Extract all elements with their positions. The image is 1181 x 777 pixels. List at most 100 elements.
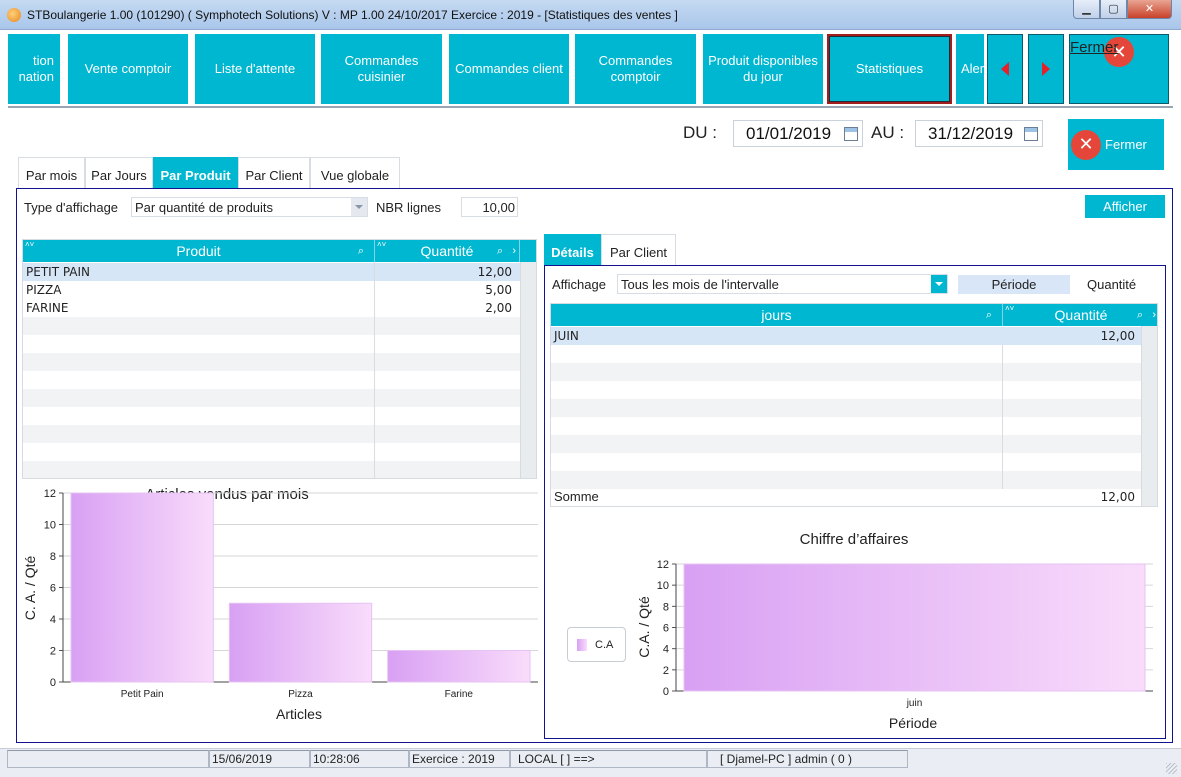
window-title: STBoulangerie 1.00 (101290) ( Symphotech… bbox=[27, 8, 678, 22]
empty-row bbox=[23, 371, 520, 389]
table-row[interactable]: PIZZA 5,00 bbox=[23, 281, 520, 299]
y-tick-label: 10 bbox=[657, 580, 669, 592]
chart-title: Chiffre d’affaires bbox=[800, 531, 909, 548]
y-axis-label: C.A. / Qté bbox=[636, 596, 652, 658]
empty-row bbox=[23, 425, 520, 443]
du-label: DU : bbox=[683, 123, 717, 142]
status-user: [ Djamel-PC ] admin ( 0 ) bbox=[707, 750, 908, 768]
toolbar-item-statistiques[interactable]: Statistiques bbox=[827, 34, 952, 104]
table-row[interactable]: FARINE 2,00 bbox=[23, 299, 520, 317]
nbr-lignes-label: NBR lignes bbox=[376, 200, 442, 215]
cell-produit: PIZZA bbox=[26, 283, 62, 297]
au-label: AU : bbox=[871, 123, 905, 142]
date-from-input[interactable]: 01/01/2019 bbox=[733, 120, 863, 147]
toolbar-item-liste-attente[interactable]: Liste d'attente bbox=[195, 34, 315, 104]
y-tick-label: 6 bbox=[50, 583, 56, 595]
type-affichage-label: Type d'affichage bbox=[24, 200, 119, 215]
column-header-jours[interactable]: jours ⌕ bbox=[551, 304, 1003, 326]
type-affichage-value: Par quantité de produits bbox=[135, 200, 274, 215]
column-header-label: Quantité bbox=[420, 243, 474, 259]
close-window-button[interactable]: ✕ bbox=[1127, 0, 1172, 19]
quantite-label: Quantité bbox=[1087, 277, 1137, 292]
status-local: LOCAL [ ] ==> bbox=[510, 750, 707, 768]
column-header-quantite[interactable]: ˄˅ Quantité ⌕ › bbox=[1003, 304, 1157, 326]
toolbar-item-commandes-client[interactable]: Commandes client bbox=[449, 34, 569, 104]
x-tick-label: Farine bbox=[445, 689, 474, 700]
type-affichage-select[interactable]: Par quantité de produits bbox=[131, 197, 368, 217]
toolbar-item-commandes-cuisinier[interactable]: Commandes cuisinier bbox=[321, 34, 442, 104]
vertical-scrollbar[interactable] bbox=[1141, 326, 1157, 506]
close-icon: ✕ bbox=[1104, 37, 1134, 67]
empty-row bbox=[551, 417, 1141, 435]
close-icon: ✕ bbox=[1071, 129, 1101, 160]
affichage-select[interactable]: Tous les mois de l'intervalle bbox=[617, 274, 948, 294]
vertical-scrollbar[interactable] bbox=[520, 262, 536, 478]
column-divider bbox=[1002, 345, 1003, 489]
legend-label: C.A bbox=[595, 638, 614, 651]
table-row[interactable]: JUIN 12,00 bbox=[551, 327, 1141, 345]
fermer-button[interactable]: ✕ Fermer bbox=[1068, 119, 1164, 170]
tab-par-produit[interactable]: Par Produit bbox=[153, 157, 238, 188]
search-icon[interactable]: ⌕ bbox=[357, 244, 364, 257]
y-tick-label: 6 bbox=[663, 623, 669, 635]
status-date: 15/06/2019 bbox=[209, 750, 310, 768]
toolbar-item-produits-disponibles[interactable]: Produit disponibles du jour bbox=[703, 34, 823, 104]
x-axis-label: Articles bbox=[276, 706, 322, 722]
tab-par-client[interactable]: Par Client bbox=[238, 157, 310, 188]
empty-row bbox=[23, 317, 520, 335]
toolbar-item-gestion[interactable]: tion nation bbox=[8, 34, 60, 104]
chevron-right-icon: › bbox=[1152, 309, 1156, 321]
periode-button[interactable]: Période bbox=[958, 275, 1070, 294]
cell-quantite: 2,00 bbox=[485, 301, 512, 315]
column-header-produit[interactable]: ˄˅ Produit ⌕ bbox=[23, 240, 375, 262]
search-icon[interactable]: ⌕ bbox=[496, 244, 503, 257]
empty-row bbox=[551, 345, 1141, 363]
empty-row bbox=[23, 353, 520, 371]
resize-grip-icon[interactable] bbox=[1166, 763, 1177, 774]
scroll-left-button[interactable] bbox=[987, 34, 1023, 104]
status-time: 10:28:06 bbox=[310, 750, 409, 768]
scroll-right-button[interactable] bbox=[1028, 34, 1064, 104]
empty-row bbox=[551, 435, 1141, 453]
toolbar-item-alertes[interactable]: Aler bbox=[956, 34, 984, 104]
table-row[interactable]: PETIT PAIN 12,00 bbox=[23, 263, 520, 281]
y-tick-label: 2 bbox=[50, 646, 56, 658]
search-icon[interactable]: ⌕ bbox=[985, 308, 992, 321]
calendar-icon[interactable] bbox=[1024, 127, 1038, 141]
minimize-button[interactable]: ▁ bbox=[1073, 0, 1100, 19]
details-grid: jours ⌕ ˄˅ Quantité ⌕ › JUIN 12,00 Somme… bbox=[550, 303, 1158, 507]
articles-chart: Articles vendus par mois C. A. / Qté Art… bbox=[22, 486, 538, 722]
nbr-lignes-input[interactable]: 10,00 bbox=[461, 197, 518, 217]
arrow-right-icon bbox=[1042, 62, 1050, 76]
x-tick-label: Petit Pain bbox=[121, 689, 164, 700]
afficher-button[interactable]: Afficher bbox=[1085, 195, 1165, 218]
arrow-left-icon bbox=[1001, 62, 1009, 76]
column-header-quantite[interactable]: ˄˅ Quantité ⌕ › bbox=[375, 240, 520, 262]
sort-icon: ˄˅ bbox=[1005, 304, 1015, 313]
tab-par-client-details[interactable]: Par Client bbox=[601, 234, 676, 266]
chevron-down-icon bbox=[351, 198, 367, 216]
toolbar-item-commandes-comptoir[interactable]: Commandes comptoir bbox=[575, 34, 696, 104]
tab-vue-globale[interactable]: Vue globale bbox=[310, 157, 400, 188]
y-tick-label: 4 bbox=[663, 644, 669, 656]
tab-details[interactable]: Détails bbox=[544, 234, 601, 266]
cell-quantite: 5,00 bbox=[485, 283, 512, 297]
calendar-icon[interactable] bbox=[844, 127, 858, 141]
tab-par-mois[interactable]: Par mois bbox=[18, 157, 85, 188]
maximize-button[interactable]: ▢ bbox=[1100, 0, 1127, 19]
column-divider bbox=[374, 262, 375, 478]
affichage-value: Tous les mois de l'intervalle bbox=[621, 277, 779, 292]
date-from-value: 01/01/2019 bbox=[746, 124, 832, 143]
products-grid: ˄˅ Produit ⌕ ˄˅ Quantité ⌕ › PETIT PAIN … bbox=[22, 239, 537, 479]
tab-par-jours[interactable]: Par Jours bbox=[85, 157, 153, 188]
toolbar-item-vente-comptoir[interactable]: Vente comptoir bbox=[68, 34, 188, 104]
empty-row bbox=[23, 335, 520, 353]
title-bar: STBoulangerie 1.00 (101290) ( Symphotech… bbox=[0, 0, 1181, 30]
toolbar-close-button[interactable]: Fermer ✕ bbox=[1069, 34, 1169, 104]
cell-quantite: 12,00 bbox=[1100, 329, 1135, 343]
empty-row bbox=[23, 461, 520, 478]
empty-row bbox=[551, 453, 1141, 471]
sum-label: Somme bbox=[554, 489, 599, 504]
search-icon[interactable]: ⌕ bbox=[1136, 308, 1143, 321]
date-to-input[interactable]: 31/12/2019 bbox=[915, 120, 1043, 147]
